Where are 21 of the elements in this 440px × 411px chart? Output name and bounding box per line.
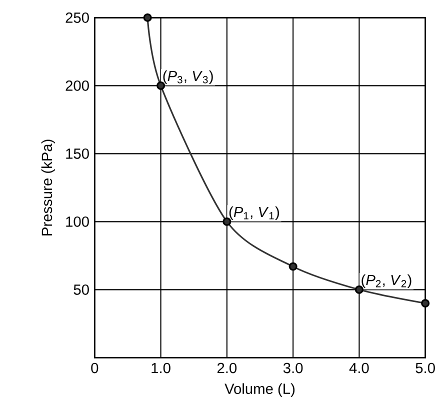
y-tick-label: 150 xyxy=(66,148,89,159)
y-tick-label: 50 xyxy=(74,284,89,295)
x-tick-label: 5.0 xyxy=(416,362,435,374)
annotation: (P$_{3}$, V$_{3}$) xyxy=(163,70,213,84)
x-tick-label: 1.0 xyxy=(152,362,170,374)
point xyxy=(288,262,298,271)
point xyxy=(222,217,232,226)
point xyxy=(354,285,364,294)
x-tick-label: 4.0 xyxy=(349,362,369,374)
x-tick-label: 0 xyxy=(91,362,98,374)
y-axis-title: Pressure (kPa) xyxy=(41,140,55,236)
y-tick-label: 250 xyxy=(66,12,89,23)
x-tick-label: 2.0 xyxy=(217,362,237,374)
point xyxy=(143,13,152,22)
annotation: (P$_{1}$, V$_{1}$) xyxy=(229,206,279,220)
point xyxy=(421,298,430,308)
y-tick-label: 200 xyxy=(66,80,89,91)
x-axis-title: Volume (L) xyxy=(224,383,295,397)
y-tick-label: 100 xyxy=(66,216,89,227)
annotation: (P$_{2}$, V$_{2}$) xyxy=(362,274,412,288)
x-tick-label: 3.0 xyxy=(283,362,303,374)
